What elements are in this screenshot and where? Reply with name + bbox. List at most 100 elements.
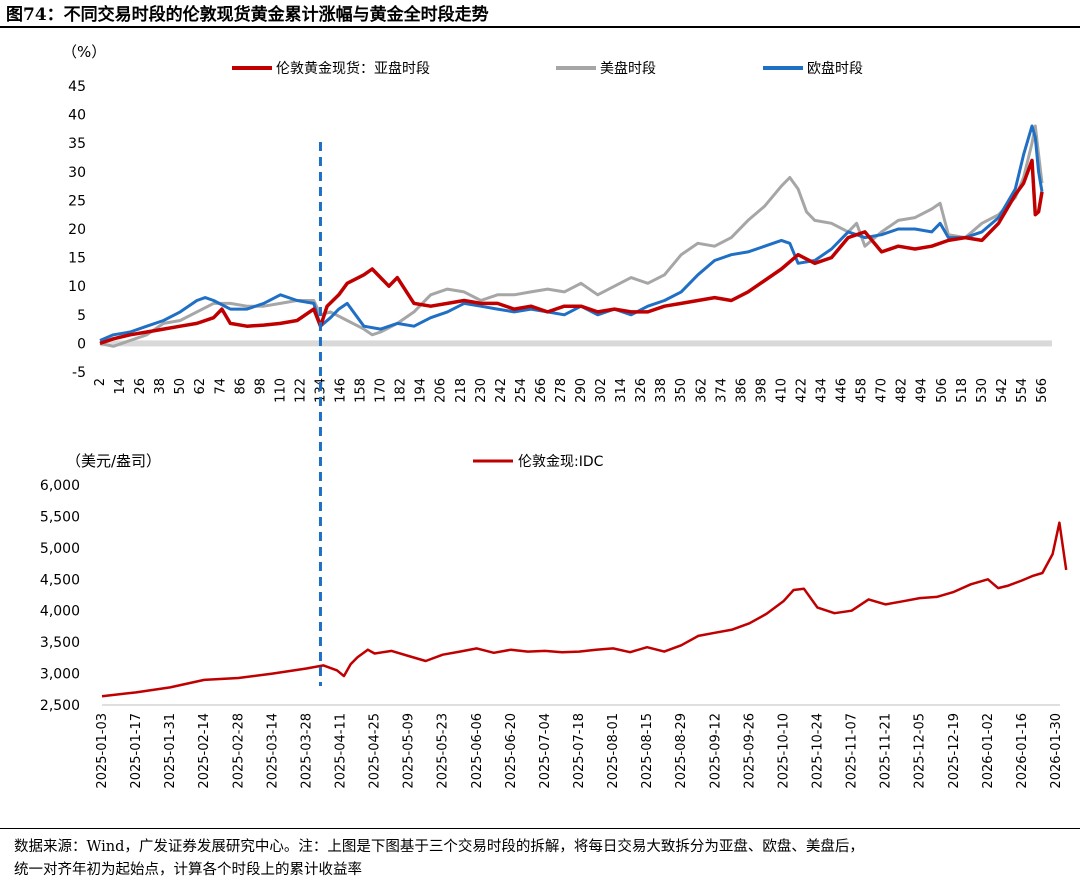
top-x-tick-label: 410 (774, 378, 789, 403)
top-x-tick-label: 338 (654, 378, 669, 403)
top-x-tick-label: 86 (233, 378, 248, 395)
top-x-tick-label: 122 (293, 378, 308, 403)
top-y-tick-label: 30 (68, 165, 86, 181)
top-y-tick-label: 20 (68, 222, 86, 238)
top-x-tick-label: 278 (554, 378, 569, 403)
top-x-tick-label: 14 (113, 378, 128, 395)
top-legend-label: 伦敦黄金现货：亚盘时段 (276, 60, 430, 77)
top-x-tick-label: 566 (1035, 378, 1050, 403)
top-x-tick-label: 554 (1015, 378, 1030, 403)
top-x-tick-label: 230 (474, 378, 489, 403)
bottom-x-tick-label: 2025-08-01 (606, 713, 621, 789)
top-series-line-us (99, 124, 1044, 348)
top-zero-line (100, 340, 1052, 347)
bottom-x-tick-label: 2025-04-25 (368, 713, 383, 789)
footnote: 数据来源：Wind，广发证券发展研究中心。注：上图是下图基于三个交易时段的拆解，… (14, 836, 1074, 882)
top-x-tick-label: 530 (975, 378, 990, 403)
top-y-tick-label: 25 (68, 193, 86, 209)
top-x-tick-label: 374 (714, 378, 729, 403)
top-x-tick-label: 422 (794, 378, 809, 403)
bottom-y-ticks: 6,000 5,500 5,000 4,500 4,000 3,500 3,000 2,500 (40, 478, 1060, 714)
top-x-tick-label: 398 (754, 378, 769, 403)
bottom-x-tick-label: 2025-10-10 (776, 713, 791, 789)
top-y-tick-label: -5 (72, 365, 86, 381)
top-x-tick-label: 350 (674, 378, 689, 403)
top-x-tick-label: 2 (93, 378, 108, 386)
top-x-tick-label: 542 (995, 378, 1010, 403)
bottom-x-tick-label: 2025-08-29 (674, 713, 689, 789)
bottom-y-tick-label: 3,000 (40, 667, 80, 683)
top-x-tick-label: 458 (855, 378, 870, 403)
bottom-x-tick-label: 2025-11-21 (879, 713, 894, 789)
bottom-x-tick-label: 2025-03-28 (299, 713, 314, 789)
top-x-tick-label: 158 (354, 378, 369, 403)
top-y-tick-label: 40 (68, 108, 86, 124)
bottom-x-tick-label: 2025-03-14 (265, 713, 280, 789)
top-y-tick-label: 15 (68, 251, 86, 267)
top-x-tick-label: 206 (434, 378, 449, 403)
bottom-x-tick-label: 2025-08-15 (640, 713, 655, 789)
figure-title: 图74：不同交易时段的伦敦现货黄金累计涨幅与黄金全时段走势 (6, 5, 489, 25)
top-y-tick-label: 45 (68, 79, 86, 95)
bottom-x-tick-label: 2025-05-23 (436, 713, 451, 789)
bottom-x-tick-label: 2025-12-19 (947, 713, 962, 789)
top-y-tick-label: 5 (77, 308, 86, 324)
bottom-x-tick-label: 2025-05-09 (402, 713, 417, 789)
top-legend-label: 美盘时段 (600, 60, 656, 77)
top-x-tick-label: 314 (614, 378, 629, 403)
top-x-tick-label: 218 (454, 378, 469, 403)
footnote-line-1: 数据来源：Wind，广发证券发展研究中心。注：上图是下图基于三个交易时段的拆解，… (14, 839, 864, 855)
top-x-tick-label: 254 (514, 378, 529, 403)
top-series (99, 124, 1044, 348)
bottom-x-tick-label: 2025-07-18 (572, 713, 587, 789)
top-x-tick-label: 146 (334, 378, 349, 403)
top-x-tick-label: 434 (815, 378, 830, 403)
top-legend-label: 欧盘时段 (807, 60, 863, 77)
top-y-ticks: 45 40 35 30 25 20 15 10 5 0 -5 (68, 79, 1052, 381)
top-y-tick-label: 10 (68, 279, 86, 295)
bottom-x-tick-label: 2025-02-28 (231, 713, 246, 789)
bottom-x-tick-label: 2025-01-03 (95, 713, 110, 789)
top-x-tick-label: 482 (895, 378, 910, 403)
top-x-tick-label: 110 (273, 378, 288, 403)
bottom-y-tick-label: 3,500 (40, 635, 80, 651)
top-x-tick-label: 506 (935, 378, 950, 403)
bottom-x-tick-label: 2025-09-26 (742, 713, 757, 789)
bottom-y-tick-label: 2,500 (40, 698, 80, 714)
top-x-tick-label: 50 (173, 378, 188, 395)
bottom-x-tick-label: 2025-07-04 (538, 713, 553, 789)
bottom-x-tick-label: 2025-12-05 (913, 713, 928, 789)
top-x-tick-label: 62 (193, 378, 208, 395)
footnote-line-2: 统一对齐年初为起始点，计算各个时段上的累计收益率 (14, 862, 362, 878)
bottom-x-tick-label: 2025-06-06 (470, 713, 485, 789)
bottom-y-tick-label: 5,500 (40, 509, 80, 525)
top-x-tick-label: 266 (534, 378, 549, 403)
top-x-tick-label: 170 (374, 378, 389, 403)
top-x-tick-label: 302 (594, 378, 609, 403)
bottom-y-axis-label: （美元/盎司） (66, 452, 161, 470)
top-x-tick-label: 290 (574, 378, 589, 403)
top-series-line-eu (99, 124, 1044, 342)
top-y-axis-label: （%） (62, 43, 106, 61)
top-x-tick-label: 74 (213, 378, 228, 395)
bottom-y-tick-label: 6,000 (40, 478, 80, 494)
bottom-x-tick-label: 2025-06-20 (504, 713, 519, 789)
title-rule (0, 26, 1080, 28)
top-y-tick-label: 0 (77, 336, 86, 352)
bottom-x-tick-label: 2026-01-16 (1015, 713, 1030, 789)
top-x-tick-label: 182 (394, 378, 409, 403)
bottom-y-tick-label: 4,500 (40, 572, 80, 588)
bottom-x-tick-label: 2025-02-14 (197, 713, 212, 789)
bottom-x-tick-label: 2025-04-11 (334, 713, 349, 789)
bottom-x-tick-label: 2025-10-24 (811, 713, 826, 789)
top-x-tick-label: 494 (915, 378, 930, 403)
top-x-ticks: 2142638506274869811012213414615817018219… (93, 378, 1050, 403)
bottom-x-tick-label: 2025-01-31 (163, 713, 178, 789)
top-series-line-asia (99, 158, 1044, 346)
bottom-y-tick-label: 4,000 (40, 604, 80, 620)
top-y-tick-label: 35 (68, 136, 86, 152)
footnote-rule (0, 828, 1080, 829)
bottom-series-line (101, 521, 1068, 698)
bottom-y-tick-label: 5,000 (40, 541, 80, 557)
